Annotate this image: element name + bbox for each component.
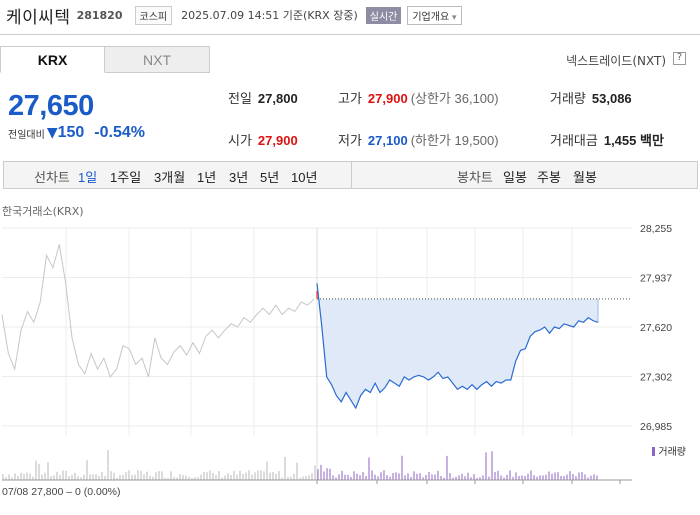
- stat-value: 27,900: [257, 133, 298, 148]
- y-tick-label: 27,620: [640, 322, 672, 334]
- stat-label: 시가: [228, 133, 252, 148]
- period-3y[interactable]: 3년: [229, 170, 249, 185]
- period-bar: 선차트 1일 1주일 3개월 1년 3년 5년 10년 봉차트 일봉 주봉 월봉: [3, 161, 698, 189]
- quote-datetime: 2025.07.09 14:51 기준(KRX 장중): [181, 9, 358, 22]
- stat-low: 저가 27,100 (하한가 19,500): [338, 130, 499, 149]
- stat-value: 53,086: [591, 91, 632, 106]
- stock-name: 케이씨텍: [6, 7, 71, 28]
- market-badge: 코스피: [134, 5, 173, 25]
- stat-value: 1,455 백만: [603, 133, 664, 148]
- tab-krx[interactable]: KRX: [0, 46, 105, 73]
- change-amount: 150: [57, 124, 85, 141]
- realtime-button[interactable]: 실시간: [365, 6, 402, 24]
- prev-day-line: [1, 244, 315, 378]
- candle-weekly[interactable]: 주봉: [537, 170, 561, 185]
- stat-label: 저가: [338, 133, 362, 148]
- candle-monthly[interactable]: 월봉: [573, 170, 597, 185]
- period-1w[interactable]: 1주일: [110, 170, 142, 185]
- current-price: 27,650: [8, 90, 94, 122]
- period-1d[interactable]: 1일: [78, 170, 98, 185]
- stat-value: 27,100: [367, 133, 408, 148]
- nxt-link[interactable]: 넥스트레이드(NXT): [566, 54, 666, 68]
- stat-sub: (하한가 19,500): [410, 133, 499, 148]
- header-divider: [0, 34, 700, 35]
- volume-legend: 거래량: [652, 443, 686, 458]
- y-tick-label: 27,302: [640, 372, 672, 384]
- stat-value: 27,800: [257, 91, 298, 106]
- candle-daily[interactable]: 일봉: [503, 170, 527, 185]
- stat-prev-close: 전일 27,800: [228, 88, 298, 107]
- period-3m[interactable]: 3개월: [154, 170, 186, 185]
- stat-high: 고가 27,900 (상한가 36,100): [338, 88, 499, 107]
- candle-chart-label: 봉차트: [457, 170, 493, 185]
- stat-open: 시가 27,900: [228, 130, 298, 149]
- period-5y[interactable]: 5년: [260, 170, 280, 185]
- stat-label: 거래대금: [550, 133, 598, 148]
- stat-amount: 거래대금 1,455 백만: [550, 130, 664, 149]
- stat-label: 전일: [228, 91, 252, 106]
- change-percent: -0.54%: [94, 124, 145, 141]
- period-divider: [351, 162, 352, 188]
- period-10y[interactable]: 10년: [291, 170, 318, 185]
- period-1y[interactable]: 1년: [197, 170, 217, 185]
- prev-day-summary: 07/08 27,800 – 0 (0.00%): [2, 486, 121, 498]
- stat-label: 거래량: [550, 91, 586, 106]
- line-chart-label: 선차트: [34, 170, 70, 185]
- stat-label: 고가: [338, 91, 362, 106]
- y-tick-label: 27,937: [640, 273, 672, 285]
- stat-value: 27,900: [367, 91, 408, 106]
- stat-volume: 거래량 53,086: [550, 88, 632, 107]
- chart-source: 한국거래소(KRX): [2, 205, 84, 218]
- y-tick-label: 26,985: [640, 421, 672, 433]
- y-tick-label: 28,255: [640, 223, 672, 235]
- change-label: 전일대비: [8, 129, 45, 141]
- stock-code: 281820: [76, 8, 123, 22]
- change-row: 전일대비 ▼ 150 -0.54%: [8, 124, 145, 142]
- stat-sub: (상한가 36,100): [410, 91, 499, 106]
- tab-nxt[interactable]: NXT: [105, 46, 210, 73]
- price-chart[interactable]: 28,25527,93727,62027,30226,98507/0910:00…: [0, 200, 700, 486]
- help-icon[interactable]: ?: [673, 52, 686, 65]
- company-info-dropdown[interactable]: 기업개요: [407, 5, 462, 25]
- down-triangle-icon: ▼: [46, 125, 58, 141]
- exchange-tabs: KRX NXT: [0, 46, 210, 73]
- change-area: [317, 283, 598, 409]
- today-line: [316, 283, 599, 410]
- stock-header: 케이씨텍 281820 코스피 2025.07.09 14:51 기준(KRX …: [6, 4, 462, 28]
